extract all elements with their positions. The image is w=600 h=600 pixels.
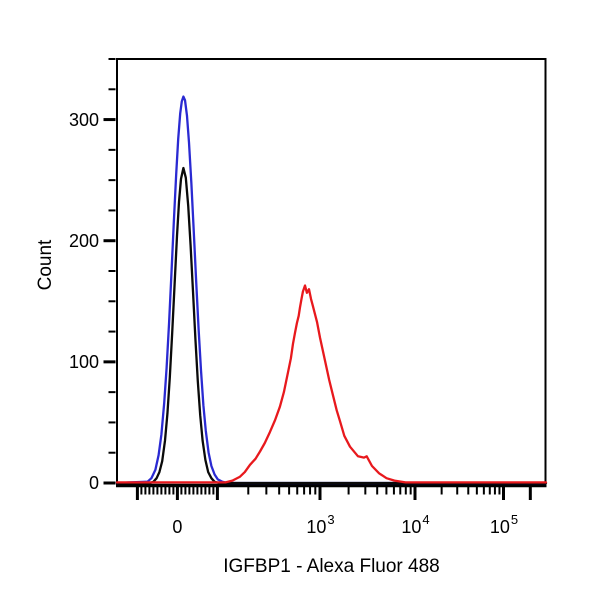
x-tick-label-10e3: 103 xyxy=(306,512,335,537)
y-axis-title: Count xyxy=(35,239,56,291)
y-tick-label-200: 200 xyxy=(68,230,99,251)
y-tick-label-0: 0 xyxy=(88,473,99,493)
curve-black xyxy=(115,166,548,485)
y-tick-label-100: 100 xyxy=(68,351,99,372)
x-tick-label-10e4: 104 xyxy=(401,512,430,537)
x-axis-title: IGFBP1 - Alexa Fluor 488 xyxy=(223,556,440,577)
exponent: 3 xyxy=(327,512,335,527)
exponent: 5 xyxy=(510,512,519,527)
exponent: 4 xyxy=(422,512,430,527)
curve-blue xyxy=(115,95,548,485)
x-tick-label-0: 0 xyxy=(172,517,183,537)
x-tick-label-10e5: 105 xyxy=(489,512,519,537)
curve-red xyxy=(115,284,548,484)
y-tick-label-300: 300 xyxy=(68,109,99,130)
plot-border xyxy=(116,58,547,487)
